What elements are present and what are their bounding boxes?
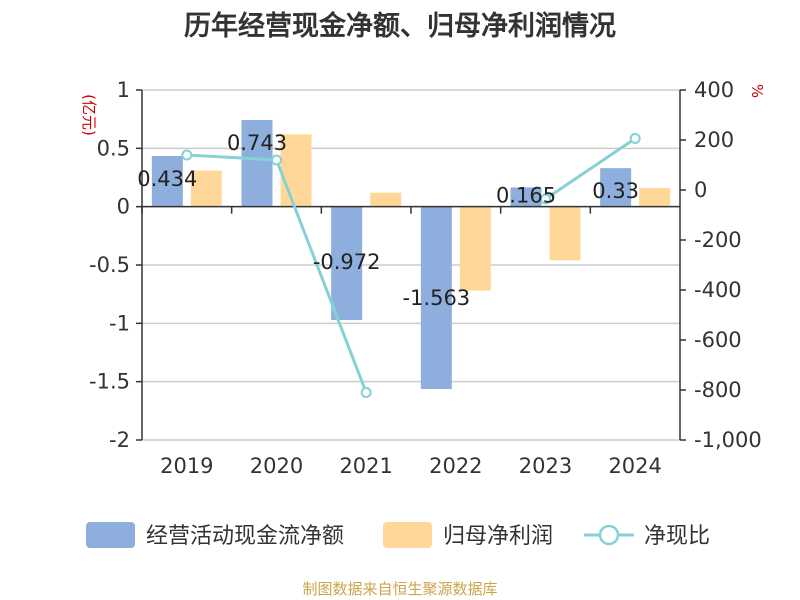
left-tick-label: 1 [117,78,130,102]
legend-swatch [86,522,135,548]
ratio-point [540,193,551,205]
right-tick-label: 0 [694,178,707,202]
ratio-line-segment [186,153,277,162]
cashflow-data-label: 0.434 [137,167,197,191]
cashflow-data-label: 0.33 [592,179,639,203]
cashflow-data-label: 0.165 [496,184,556,208]
ratio-point [271,154,282,166]
ratio-point [360,387,372,398]
cashflow-bar [241,119,273,207]
left-tick-label: -1.5 [89,370,130,394]
netprofit-bar [639,188,671,207]
x-tick-label: 2023 [519,454,572,478]
right-tick-label: -400 [694,278,742,302]
cashflow-data-label: -1.563 [402,286,470,310]
legend-item-2[interactable]: 净现比 [584,524,710,549]
grid-lines [142,89,680,441]
chart-title: 历年经营现金净额、归母净利润情况 [184,11,616,42]
cashflow-bar [151,156,183,207]
x-tick-label: 2021 [339,454,392,478]
x-tick-label: 2024 [608,454,661,478]
left-tick-label: -1 [109,311,130,335]
legend-label: 净现比 [644,524,710,549]
netprofit-bar [459,206,491,291]
right-axis-unit: % [748,84,766,98]
data-source-note: 制图数据来自恒生聚源数据库 [302,580,498,598]
netprofit-bar [280,134,312,207]
right-tick-label: 400 [694,78,734,102]
cashflow-data-label: 0.743 [227,131,287,155]
x-tick-label: 2019 [160,454,213,478]
cashflow-bar [331,206,363,321]
left-tick-label: -0.5 [89,253,130,277]
cashflow-bar [600,168,632,207]
ratio-line-segment [544,137,637,201]
legend-label: 归母净利润 [443,524,553,549]
ratio-line [181,133,641,398]
x-tick-label: 2022 [429,454,482,478]
data-labels: 0.434 0.743 -0.972 -1.563 0.165 0.33 [137,131,639,310]
ratio-point [181,149,193,161]
netprofit-bar [190,170,222,207]
left-tick-label: 0.5 [97,136,130,160]
cashflow-data-label: -0.972 [313,250,381,274]
x-tick-label: 2020 [250,454,303,478]
legend-item-1[interactable]: 归母净利润 [383,522,553,549]
left-axis-unit: (亿元) [80,94,98,136]
right-tick-label: -800 [694,378,742,402]
netprofit-bar [549,206,581,261]
right-tick-label: -200 [694,228,742,252]
left-tick-label: 0 [117,195,130,219]
right-tick-label: 200 [694,128,734,152]
legend[interactable]: 经营活动现金流净额 归母净利润 净现比 [86,522,710,549]
legend-marker [598,524,620,546]
axes: 1 0.5 0 -0.5 -1 -1.5 -2 400 200 0 -200 -400 -600 -800… [80,78,766,478]
ratio-point [629,133,641,144]
right-tick-label: -1,000 [694,428,762,452]
netprofit-bar [370,192,402,207]
legend-item-0[interactable]: 经营活动现金流净额 [86,522,344,549]
bars [151,119,671,390]
cashflow-bar [420,206,452,390]
right-tick-label: -600 [694,328,742,352]
cashflow-bar [510,187,542,207]
legend-label: 经营活动现金流净额 [146,524,344,549]
legend-swatch [383,522,432,548]
ratio-line-segment [275,159,368,394]
left-tick-label: -2 [109,428,130,452]
